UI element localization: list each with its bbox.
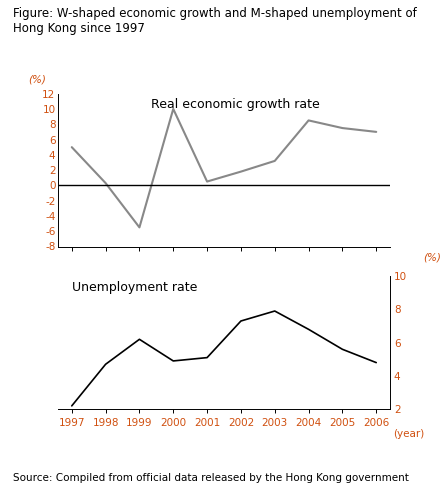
Text: Source: Compiled from official data released by the Hong Kong government: Source: Compiled from official data rele… [13, 473, 409, 483]
Text: (%): (%) [423, 253, 441, 263]
Text: Real economic growth rate: Real economic growth rate [151, 98, 320, 111]
Text: (year): (year) [393, 429, 424, 439]
Text: Unemployment rate: Unemployment rate [72, 282, 197, 294]
Text: (%): (%) [28, 74, 46, 84]
Text: Figure: W-shaped economic growth and M-shaped unemployment of
Hong Kong since 19: Figure: W-shaped economic growth and M-s… [13, 7, 417, 35]
